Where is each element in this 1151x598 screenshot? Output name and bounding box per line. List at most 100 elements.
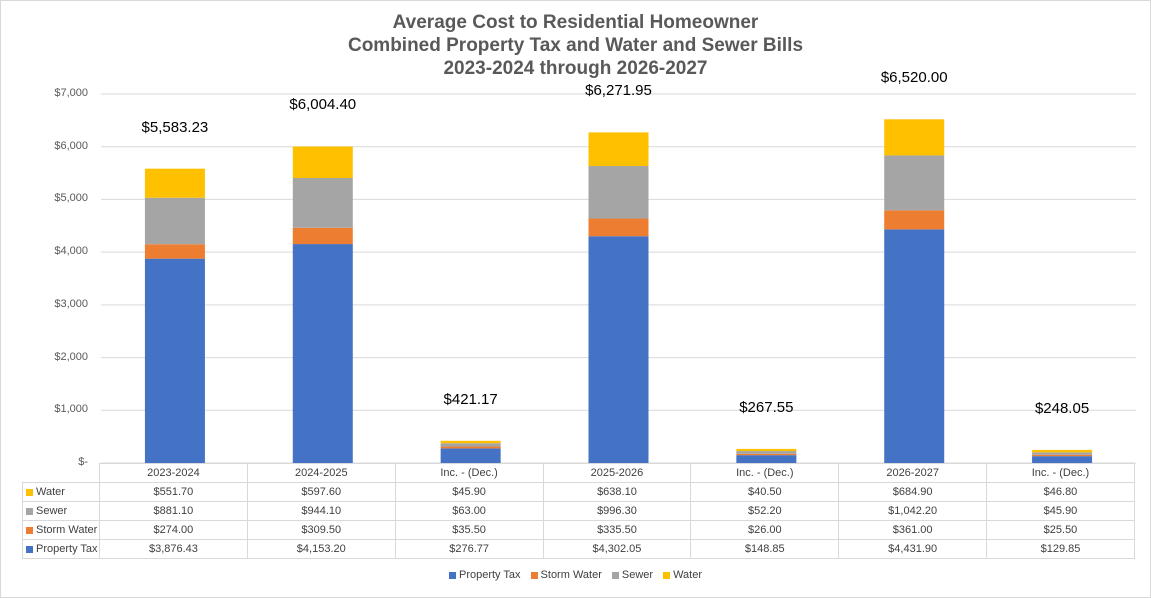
table-cell: $361.00 (838, 520, 988, 540)
category-label: 2023-2024 (99, 463, 248, 483)
table-cell: $276.77 (394, 539, 544, 559)
y-tick-label: $- (78, 456, 88, 468)
bar-segment-sewer (884, 155, 945, 211)
table-row-label: Sewer (22, 501, 100, 521)
legend-swatch (448, 571, 456, 579)
bar-segment-sewer (292, 177, 353, 228)
category-label: Inc. - (Dec.) (690, 463, 840, 483)
table-cell: $4,153.20 (246, 539, 396, 559)
bar-segment-water (588, 132, 649, 167)
chart-title-line-3: 2023-2024 through 2026-2027 (443, 58, 708, 79)
category-label: Inc. - (Dec.) (986, 463, 1135, 483)
y-tick-label: $1,000 (54, 403, 88, 416)
table-cell: $4,431.90 (838, 539, 988, 559)
table-cell: $996.30 (542, 501, 692, 521)
y-tick-label: $6,000 (54, 139, 88, 152)
legend-key-swatch (26, 526, 33, 534)
legend-key-swatch (26, 507, 33, 515)
category-label: Inc. - (Dec.) (394, 463, 544, 483)
bar-segment-property-tax (884, 229, 945, 463)
table-cell: $597.60 (246, 482, 396, 502)
bar-total-label: $6,520.00 (880, 69, 948, 87)
bar-segment-water (144, 168, 205, 198)
legend-item: Water (663, 569, 702, 581)
bar-segment-storm-water (1032, 454, 1093, 457)
table-corner (23, 464, 100, 483)
y-tick-label: $3,000 (54, 297, 88, 310)
bar-segment-water (884, 119, 945, 156)
bar-segment-water (1032, 449, 1093, 453)
table-header-row: 2023-2024 2024-2025 Inc. - (Dec.) 2025-2026… (23, 463, 1135, 483)
bar-total-label: $267.55 (739, 398, 794, 416)
legend-swatch (611, 571, 619, 579)
y-tick-label: $4,000 (54, 245, 88, 258)
legend-label: Water (673, 569, 702, 581)
legend: Property Tax Storm Water Sewer Water (0, 569, 1151, 581)
bar-segment-property-tax (292, 244, 353, 463)
series-name: Sewer (36, 505, 68, 517)
table-cell: $944.10 (246, 501, 396, 521)
table-row-label: Property Tax (22, 539, 100, 559)
table-row: Sewer $881.10 $944.10 $63.00 $996.30 $52.20 $1… (22, 501, 1135, 521)
table-cell: $274.00 (99, 520, 248, 540)
table-cell: $35.50 (394, 520, 544, 540)
table-cell: $148.85 (690, 539, 840, 559)
bar-segment-storm-water (440, 446, 501, 449)
table-cell: $129.85 (986, 539, 1135, 559)
table-cell: $4,302.05 (542, 539, 692, 559)
legend-label: Property Tax (458, 569, 521, 581)
table-cell: $40.50 (690, 482, 840, 502)
series-name: Property Tax (36, 543, 98, 555)
bar-segment-sewer (736, 451, 797, 454)
bar-segment-sewer (1032, 452, 1093, 455)
table-cell: $638.10 (542, 482, 692, 502)
legend-swatch (663, 571, 671, 579)
bar-segment-property-tax (1032, 456, 1093, 463)
table-cell: $26.00 (690, 520, 840, 540)
table-cell: $45.90 (394, 482, 544, 502)
table-cell: $63.00 (394, 501, 544, 521)
bar-total-label: $6,271.95 (585, 82, 652, 100)
legend-label: Sewer (621, 569, 654, 581)
bar-total-label: $6,004.40 (289, 96, 357, 114)
table-cell: $309.50 (246, 520, 396, 540)
bar-segment-storm-water (588, 218, 649, 237)
bar-segment-storm-water (884, 210, 945, 230)
bar-total-label: $248.05 (1034, 399, 1090, 417)
table-cell: $551.70 (99, 482, 248, 502)
legend-label: Storm Water (540, 569, 602, 581)
chart-title-line-1: Average Cost to Residential Homeowner (392, 12, 759, 33)
bar-segment-property-tax (144, 258, 205, 463)
table-cell: $46.80 (986, 482, 1135, 502)
legend-key-swatch (26, 488, 33, 496)
bar-segment-sewer (588, 166, 649, 219)
data-table: 2023-2024 2024-2025 Inc. - (Dec.) 2025-2026… (22, 463, 1135, 559)
chart-title-line-2: Combined Property Tax and Water and Sewe… (347, 35, 804, 56)
table-row: Storm Water $274.00 $309.50 $35.50 $335.50 $2… (22, 520, 1135, 540)
table-cell: $3,876.43 (99, 539, 248, 559)
category-label: 2025-2026 (542, 463, 692, 483)
series-name: Water (36, 486, 65, 498)
table-row: Property Tax $3,876.43 $4,153.20 $276.77 $4,… (22, 539, 1135, 559)
y-tick-label: $7,000 (54, 87, 88, 99)
bar-total-label: $421.17 (443, 390, 498, 408)
bar-segment-storm-water (292, 227, 353, 245)
table-cell: $25.50 (986, 520, 1135, 540)
legend-item: Sewer (611, 569, 654, 581)
legend-key-swatch (26, 545, 33, 553)
y-tick-label: $2,000 (54, 350, 88, 363)
table-cell: $684.90 (838, 482, 988, 502)
legend-item: Storm Water (530, 569, 602, 581)
bar-segment-property-tax (440, 448, 501, 463)
table-cell: $52.20 (690, 501, 840, 521)
category-label: 2024-2025 (246, 463, 396, 483)
bar-segment-sewer (440, 443, 501, 447)
bar-segment-water (440, 440, 501, 444)
bar-segment-property-tax (588, 236, 649, 463)
table-cell: $45.90 (986, 501, 1135, 521)
table-row: Water $551.70 $597.60 $45.90 $638.10 $40.50 $6… (22, 482, 1135, 502)
bar-segment-storm-water (736, 453, 797, 456)
table-cell: $1,042.20 (838, 501, 988, 521)
table-row-label: Water (22, 482, 100, 502)
